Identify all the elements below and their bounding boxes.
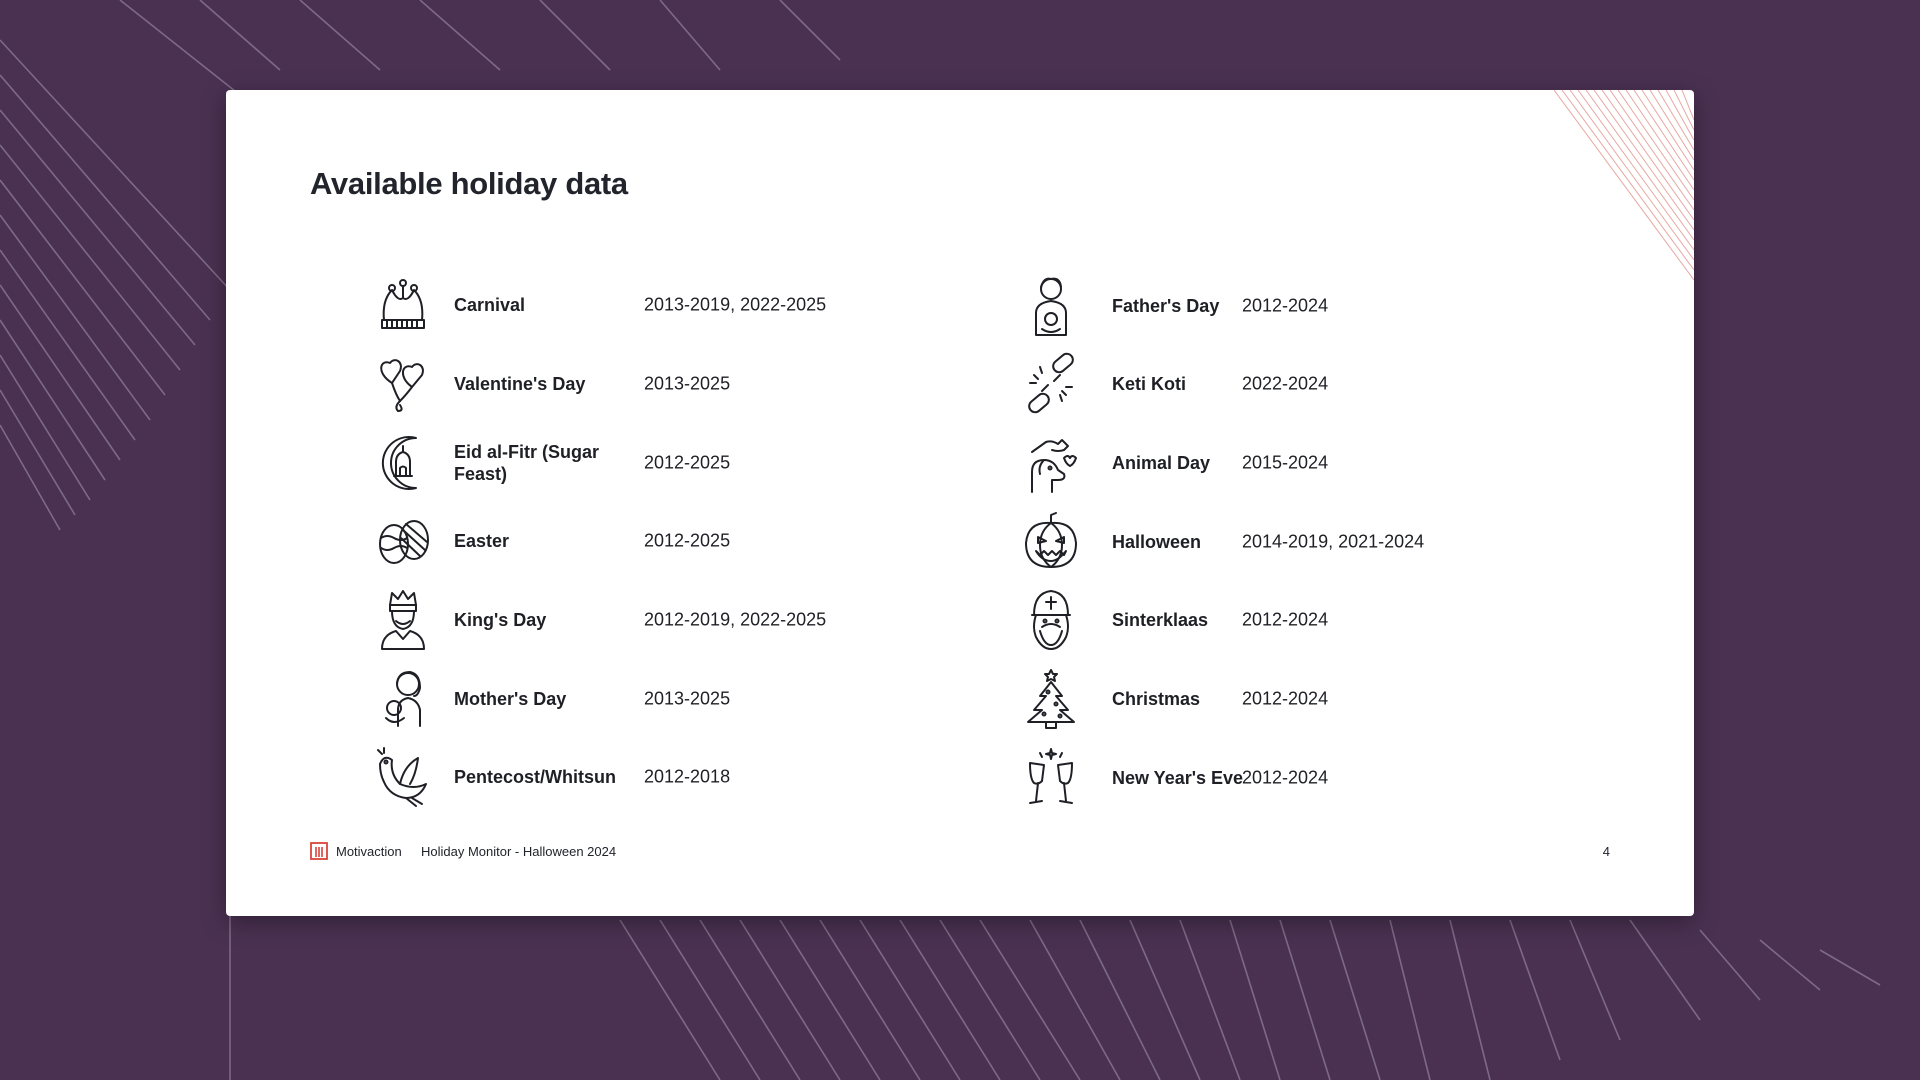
holiday-years: 2022-2024 — [1242, 373, 1329, 394]
holiday-row-keti-koti: Keti Koti 2022-2024 — [1018, 349, 1538, 419]
holiday-name: Eid al-Fitr (Sugar Feast) — [454, 442, 600, 484]
holiday-name: Halloween — [1112, 532, 1202, 552]
holiday-years: 2013-2025 — [644, 373, 731, 394]
holiday-name: Father's Day — [1112, 296, 1220, 316]
holiday-years: 2012-2024 — [1242, 295, 1329, 316]
holiday-name: Christmas — [1112, 689, 1201, 709]
easter-eggs-icon — [370, 508, 436, 574]
holiday-name: Carnival — [454, 295, 526, 315]
holiday-row-halloween: Halloween 2014-2019, 2021-2024 — [1018, 507, 1538, 577]
dog-hand-icon — [1018, 430, 1084, 496]
heart-balloons-icon — [370, 351, 436, 417]
father-icon — [1018, 273, 1084, 339]
holiday-row-fathers-day: Father's Day 2012-2024 — [1018, 271, 1538, 341]
holiday-name: Pentecost/Whitsun — [454, 767, 617, 787]
corner-decoration — [1554, 90, 1694, 280]
christmas-tree-icon — [1018, 666, 1084, 732]
holiday-row-eid: Eid al-Fitr (Sugar Feast) 2012-2025 — [370, 428, 890, 498]
holiday-row-carnival: Carnival 2013-2019, 2022-2025 — [370, 270, 890, 340]
holiday-row-pentecost: Pentecost/Whitsun 2012-2018 — [370, 742, 890, 812]
holiday-row-kings-day: King's Day 2012-2019, 2022-2025 — [370, 585, 890, 655]
holiday-years: 2012-2024 — [1242, 609, 1329, 630]
slide-card: Available holiday data Carnival 2013-201… — [226, 90, 1694, 916]
holiday-name: Easter — [454, 531, 510, 551]
holiday-row-easter: Easter 2012-2025 — [370, 506, 890, 576]
brand-name: Motivaction — [336, 844, 402, 859]
holiday-name: Mother's Day — [454, 689, 567, 709]
holiday-name: King's Day — [454, 610, 547, 630]
holiday-years: 2013-2019, 2022-2025 — [644, 294, 827, 315]
pumpkin-icon — [1018, 509, 1084, 575]
page-title: Available holiday data — [310, 166, 628, 201]
holiday-years: 2012-2018 — [644, 766, 731, 787]
motivaction-logo-icon — [310, 842, 328, 860]
holiday-name: Keti Koti — [1112, 374, 1186, 394]
dove-icon — [370, 744, 436, 810]
holiday-years: 2014-2019, 2021-2024 — [1242, 531, 1425, 552]
king-icon — [370, 587, 436, 653]
crescent-mosque-icon — [370, 430, 436, 496]
holiday-name: Sinterklaas — [1112, 610, 1209, 630]
report-title: Holiday Monitor - Halloween 2024 — [421, 844, 617, 859]
holiday-years: 2012-2019, 2022-2025 — [644, 609, 827, 630]
holiday-years: 2012-2025 — [644, 530, 731, 551]
holiday-row-sinterklaas: Sinterklaas 2012-2024 — [1018, 585, 1538, 655]
holiday-row-christmas: Christmas 2012-2024 — [1018, 664, 1538, 734]
holiday-years: 2012-2024 — [1242, 767, 1329, 788]
jester-hat-icon — [370, 272, 436, 338]
holiday-years: 2012-2025 — [644, 452, 731, 473]
page-number: 4 — [1602, 844, 1610, 859]
holiday-years: 2015-2024 — [1242, 452, 1329, 473]
holiday-row-valentines: Valentine's Day 2013-2025 — [370, 349, 890, 419]
holiday-name: Animal Day — [1112, 453, 1211, 473]
mother-baby-icon — [370, 666, 436, 732]
holiday-years: 2012-2024 — [1242, 688, 1329, 709]
holiday-name: New Year's Eve — [1112, 768, 1244, 788]
champagne-glasses-icon — [1018, 745, 1084, 811]
holiday-row-mothers-day: Mother's Day 2013-2025 — [370, 664, 890, 734]
holiday-row-animal-day: Animal Day 2015-2024 — [1018, 428, 1538, 498]
holiday-years: 2013-2025 — [644, 688, 731, 709]
holiday-row-new-years-eve: New Year's Eve 2012-2024 — [1018, 743, 1538, 813]
broken-chain-icon — [1018, 351, 1084, 417]
holiday-name: Valentine's Day — [454, 374, 586, 394]
sinterklaas-icon — [1018, 587, 1084, 653]
